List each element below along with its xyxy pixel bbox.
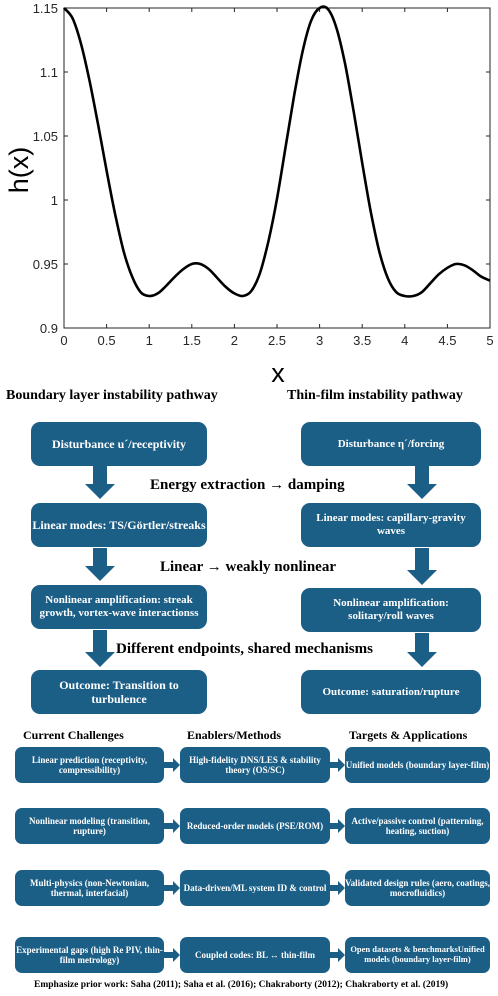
target-unified-models-label: Unified models (boundary layer-film) bbox=[345, 759, 490, 770]
target-design-rules-label: Validated design rules (aero, coatings, … bbox=[345, 877, 491, 898]
tf-nonlinear-label: Nonlinear amplification: solitary/roll w… bbox=[333, 597, 449, 622]
series-line-h bbox=[62, 5, 491, 298]
plot-area: 0 0.5 1 1.5 2 2.5 3 3.5 4 4.5 5 0.9 0.95 1 1.05 1.1 1.15 bbox=[33, 1, 494, 348]
middle-label-energy: Energy extraction → damping bbox=[150, 477, 345, 493]
x-axis-label: x bbox=[271, 358, 285, 386]
y-tick-label: 1.05 bbox=[33, 129, 58, 144]
target-open-datasets-label: Open datasets & benchmarksUnified models… bbox=[350, 944, 485, 964]
middle-label-endpoints: Different endpoints, shared mechanisms bbox=[116, 641, 373, 657]
challenge-multi-physics-label: Multi-physics (non-Newtonian, thermal, i… bbox=[29, 877, 149, 898]
tf-arrow-1 bbox=[407, 466, 437, 499]
x-tick-label: 2 bbox=[231, 333, 238, 348]
target-unified-models: Unified models (boundary layer-film) bbox=[345, 747, 490, 783]
challenge-linear-prediction: Linear prediction (receptivity, compress… bbox=[15, 747, 164, 783]
tf-arrow-3 bbox=[407, 633, 437, 667]
x-tick-label: 1 bbox=[146, 333, 153, 348]
y-tick-label: 1.15 bbox=[33, 1, 58, 16]
y-tick-label: 1.1 bbox=[40, 65, 58, 80]
tf-disturbance-box: Disturbance η´/forcing bbox=[301, 422, 481, 466]
challenge-experimental-gaps: Experimental gaps (high Re PIV, thin-fil… bbox=[15, 937, 164, 973]
x-tick-label: 4 bbox=[401, 333, 408, 348]
challenge-nonlinear-modeling: Nonlinear modeling (transition, rupture) bbox=[15, 808, 164, 844]
target-active-passive-control-label: Active/passive control (patterning, heat… bbox=[351, 815, 484, 836]
header-enablers: Enablers/Methods bbox=[187, 728, 282, 742]
x-tick-label: 5 bbox=[486, 333, 493, 348]
roadmap-arrow-r3-a bbox=[164, 881, 180, 895]
tf-outcome-label: Outcome: saturation/rupture bbox=[322, 685, 460, 698]
target-open-datasets: Open datasets & benchmarksUnified models… bbox=[345, 937, 490, 973]
challenge-experimental-gaps-label: Experimental gaps (high Re PIV, thin-fil… bbox=[16, 944, 163, 965]
enabler-reduced-order: Reduced-order models (PSE/ROM) bbox=[180, 808, 330, 844]
bl-arrow-2 bbox=[85, 548, 115, 581]
challenge-nonlinear-modeling-label: Nonlinear modeling (transition, rupture) bbox=[28, 815, 151, 836]
bl-linear-modes-label: Linear modes: TS/Görtler/streaks bbox=[32, 517, 206, 532]
roadmap-arrow-r4-a bbox=[164, 948, 180, 962]
x-tick-label: 0 bbox=[60, 333, 67, 348]
enabler-data-driven-label: Data-driven/ML system ID & control bbox=[183, 882, 327, 893]
x-tick-label: 3.5 bbox=[353, 333, 371, 348]
tf-arrow-2 bbox=[407, 548, 437, 585]
x-tick-label: 4.5 bbox=[438, 333, 456, 348]
roadmap-arrow-r3-b bbox=[330, 881, 345, 895]
roadmap-arrow-r1-b bbox=[330, 758, 345, 772]
tf-linear-modes-box: Linear modes: capillary-gravity waves bbox=[301, 503, 481, 547]
enabler-reduced-order-label: Reduced-order models (PSE/ROM) bbox=[186, 820, 324, 831]
enabler-dns-les: High-fidelity DNS/LES & stability theory… bbox=[180, 747, 330, 783]
bl-outcome-box: Outcome: Transition to turbulence bbox=[31, 670, 207, 714]
bl-disturbance-box: Disturbance u´/receptivity bbox=[31, 422, 207, 466]
target-active-passive-control: Active/passive control (patterning, heat… bbox=[345, 808, 490, 844]
challenge-linear-prediction-label: Linear prediction (receptivity, compress… bbox=[31, 754, 148, 775]
middle-label-linear: Linear → weakly nonlinear bbox=[160, 559, 336, 575]
tf-disturbance-label: Disturbance η´/forcing bbox=[337, 437, 445, 450]
bl-outcome-label: Outcome: Transition to turbulence bbox=[59, 677, 179, 706]
enabler-coupled-codes-label: Coupled codes: BL ↔ thin-film bbox=[194, 949, 315, 960]
header-challenges: Current Challenges bbox=[23, 728, 124, 742]
challenge-multi-physics: Multi-physics (non-Newtonian, thermal, i… bbox=[15, 870, 164, 906]
roadmap-arrow-r2-a bbox=[164, 819, 180, 833]
pathway-arrows bbox=[85, 466, 437, 667]
y-axis-label: h(x) bbox=[4, 147, 34, 194]
x-tick-label: 3 bbox=[316, 333, 323, 348]
y-tick-label: 0.9 bbox=[40, 321, 58, 336]
roadmap-arrows bbox=[164, 758, 345, 962]
y-tick-label: 0.95 bbox=[33, 257, 58, 272]
bl-disturbance-label: Disturbance u´/receptivity bbox=[51, 436, 187, 451]
enabler-coupled-codes: Coupled codes: BL ↔ thin-film bbox=[180, 937, 330, 973]
roadmap-arrow-r1-a bbox=[164, 758, 180, 772]
roadmap-arrow-r2-b bbox=[330, 819, 345, 833]
left-pathway-title: Boundary layer instability pathway bbox=[6, 388, 218, 403]
bl-linear-modes-box: Linear modes: TS/Görtler/streaks bbox=[31, 503, 207, 547]
tf-linear-modes-label: Linear modes: capillary-gravity waves bbox=[316, 512, 466, 537]
bl-arrow-1 bbox=[85, 466, 115, 499]
tf-nonlinear-box: Nonlinear amplification: solitary/roll w… bbox=[301, 588, 481, 632]
plot-frame bbox=[63, 7, 491, 329]
enabler-data-driven: Data-driven/ML system ID & control bbox=[180, 870, 330, 906]
x-tick-label: 0.5 bbox=[98, 333, 116, 348]
bl-nonlinear-box: Nonlinear amplification: streak growth, … bbox=[31, 585, 207, 629]
right-pathway-title: Thin-film instability pathway bbox=[287, 388, 463, 403]
x-tick-label: 2.5 bbox=[268, 333, 286, 348]
tf-outcome-box: Outcome: saturation/rupture bbox=[301, 670, 481, 714]
roadmap-arrow-r4-b bbox=[330, 948, 345, 962]
y-tick-label: 1 bbox=[51, 193, 58, 208]
enabler-dns-les-label: High-fidelity DNS/LES & stability theory… bbox=[189, 754, 321, 775]
footer-prior-work: Emphasize prior work: Saha (2011); Saha … bbox=[34, 980, 449, 990]
target-design-rules: Validated design rules (aero, coatings, … bbox=[345, 870, 490, 906]
bl-arrow-3 bbox=[85, 630, 115, 667]
header-targets: Targets & Applications bbox=[349, 728, 468, 742]
h-of-x-line-chart: 0 0.5 1 1.5 2 2.5 3 3.5 4 4.5 5 0.9 0.95 1 1.05 1.1 1.15… bbox=[4, 1, 494, 386]
x-tick-label: 1.5 bbox=[183, 333, 201, 348]
bl-nonlinear-label: Nonlinear amplification: streak growth, … bbox=[39, 594, 199, 619]
